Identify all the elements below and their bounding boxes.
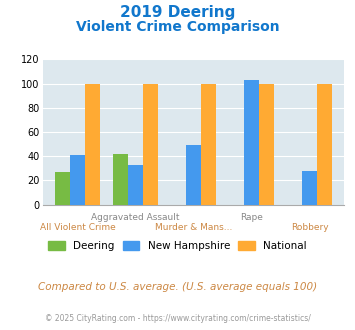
Text: 2019 Deering: 2019 Deering xyxy=(120,5,235,20)
Bar xyxy=(85,83,100,205)
Text: Murder & Mans...: Murder & Mans... xyxy=(155,223,232,232)
Text: Aggravated Assault: Aggravated Assault xyxy=(91,213,180,222)
Bar xyxy=(143,83,158,205)
Bar xyxy=(113,154,128,205)
Bar xyxy=(55,172,70,205)
Legend: Deering, New Hampshire, National: Deering, New Hampshire, National xyxy=(44,237,311,255)
Bar xyxy=(302,171,317,205)
Text: Robbery: Robbery xyxy=(291,223,328,232)
Bar xyxy=(244,80,259,205)
Bar xyxy=(201,83,216,205)
Text: Compared to U.S. average. (U.S. average equals 100): Compared to U.S. average. (U.S. average … xyxy=(38,282,317,292)
Text: © 2025 CityRating.com - https://www.cityrating.com/crime-statistics/: © 2025 CityRating.com - https://www.city… xyxy=(45,314,310,323)
Bar xyxy=(259,83,274,205)
Bar xyxy=(70,155,85,205)
Text: Rape: Rape xyxy=(240,213,263,222)
Bar xyxy=(317,83,332,205)
Bar xyxy=(128,165,143,205)
Text: All Violent Crime: All Violent Crime xyxy=(39,223,115,232)
Text: Violent Crime Comparison: Violent Crime Comparison xyxy=(76,20,279,34)
Bar xyxy=(186,145,201,205)
